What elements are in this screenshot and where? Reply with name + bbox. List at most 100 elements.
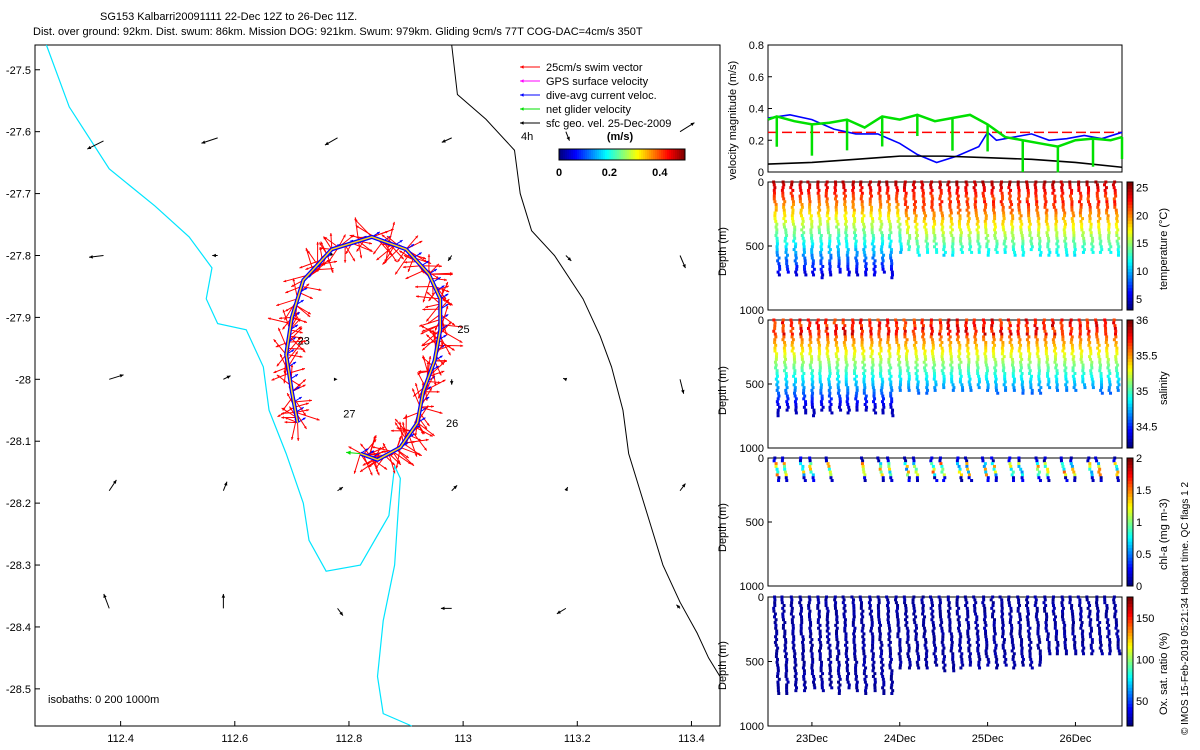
temperature-sample: [965, 208, 969, 212]
temperature-sample: [959, 236, 963, 240]
temperature-sample: [993, 236, 997, 240]
salinity-sample: [1029, 383, 1033, 387]
colorbar-segment: [595, 149, 598, 160]
salinity-sample: [1113, 326, 1117, 330]
oxygen-colorbar-segment: [1127, 671, 1133, 675]
oxygen-sample: [791, 632, 795, 636]
geo-velocity-arrow-head: [681, 389, 685, 394]
salinity-sample: [800, 346, 804, 350]
oxygen-sample: [887, 643, 891, 647]
salinity-sample: [1054, 363, 1058, 367]
temperature-sample: [818, 203, 822, 207]
salinity-sample: [1007, 326, 1011, 330]
swim-vector-head: [303, 425, 307, 429]
salinity-sample: [898, 372, 902, 376]
salinity-sample: [852, 346, 856, 350]
temperature-sample: [772, 183, 776, 187]
temperature-sample: [879, 219, 883, 223]
temperature-sample: [881, 259, 885, 263]
oxygen-sample: [905, 640, 909, 644]
oxygen-sample: [1003, 652, 1007, 656]
temperature-sample: [821, 264, 825, 268]
temperature-sample: [938, 180, 942, 184]
temperature-sample: [887, 205, 891, 209]
temperature-sample: [1104, 191, 1108, 195]
chla-sample: [939, 462, 943, 466]
temperature-sample: [1077, 180, 1081, 184]
oxygen-sample: [958, 632, 962, 636]
colorbar-segment: [573, 149, 576, 160]
chla-sample: [775, 467, 779, 471]
oxygen-sample: [824, 601, 828, 605]
salinity-sample: [1054, 352, 1058, 356]
oxygen-sample: [1053, 623, 1057, 627]
oxygen-sample: [1108, 652, 1112, 656]
swim-vector-head: [324, 237, 328, 240]
salinity-sample: [1099, 380, 1103, 384]
temperature-sample: [825, 214, 829, 218]
oxygen-sample: [851, 601, 855, 605]
temperature-sample: [880, 242, 884, 246]
swim-vector-head: [417, 372, 421, 376]
temperature-sample: [859, 188, 863, 192]
oxygen-sample: [798, 595, 802, 599]
temperature-sample: [898, 228, 902, 232]
temperature-ylabel: Depth (m): [717, 227, 729, 276]
temperature-sample: [854, 239, 858, 243]
salinity-sample: [1114, 357, 1118, 361]
salinity-sample: [933, 386, 937, 390]
swim-vector-head: [419, 240, 423, 244]
salinity-sample: [956, 329, 960, 333]
swim-vector-head: [383, 443, 386, 447]
time-xtick-label: 25Dec: [972, 733, 1004, 745]
salinity-sample: [1021, 388, 1025, 392]
oxygen-sample: [801, 638, 805, 642]
oxygen-sample: [1021, 657, 1025, 661]
temperature-sample: [990, 180, 994, 184]
oxygen-sample: [784, 638, 788, 642]
oxygen-sample: [1007, 601, 1011, 605]
oxygen-sample: [825, 618, 829, 622]
swim-vector: [371, 446, 393, 453]
oxygen-sample: [851, 621, 855, 625]
temperature-colorbar-frame: [1126, 181, 1134, 311]
oxygen-sample: [1027, 635, 1031, 639]
temperature-sample: [872, 253, 876, 257]
oxygen-sample: [888, 646, 892, 650]
oxygen-sample: [983, 621, 987, 625]
salinity-sample: [858, 321, 862, 325]
salinity-sample: [940, 357, 944, 361]
geo-velocity-arrow-head: [333, 377, 338, 382]
salinity-sample: [921, 326, 925, 330]
chla-sample: [1071, 467, 1075, 471]
salinity-sample: [844, 355, 848, 359]
temperature-sample: [802, 225, 806, 229]
salinity-sample: [917, 391, 921, 395]
salinity-sample: [992, 338, 996, 342]
oxygen-sample: [821, 672, 825, 676]
oxygen-sample: [888, 640, 892, 644]
salinity-colorbar-segment: [1127, 355, 1133, 359]
temperature-sample: [773, 200, 777, 204]
temperature-sample: [846, 248, 850, 252]
oxygen-sample: [972, 595, 976, 599]
temperature-sample: [1052, 205, 1056, 209]
swim-vector-head: [352, 258, 355, 262]
temperature-sample: [895, 194, 899, 198]
swim-vector-head: [329, 233, 333, 236]
chla-colorbar-segment: [1127, 534, 1133, 539]
oxygen-sample: [950, 646, 954, 650]
swim-vector: [396, 449, 415, 467]
temperature-sample: [995, 242, 999, 246]
oxygen-sample: [920, 601, 924, 605]
temperature-sample: [791, 200, 795, 204]
oxygen-sample: [852, 612, 856, 616]
oxygen-sample: [845, 655, 849, 659]
oxygen-sample: [914, 632, 918, 636]
oxygen-colorbar-segment: [1127, 703, 1133, 708]
temperature-sample: [982, 197, 986, 201]
swim-vector-head: [404, 414, 408, 418]
temperature-sample: [868, 200, 872, 204]
oxygen-sample: [1088, 623, 1092, 627]
swim-vector-head: [445, 305, 449, 309]
